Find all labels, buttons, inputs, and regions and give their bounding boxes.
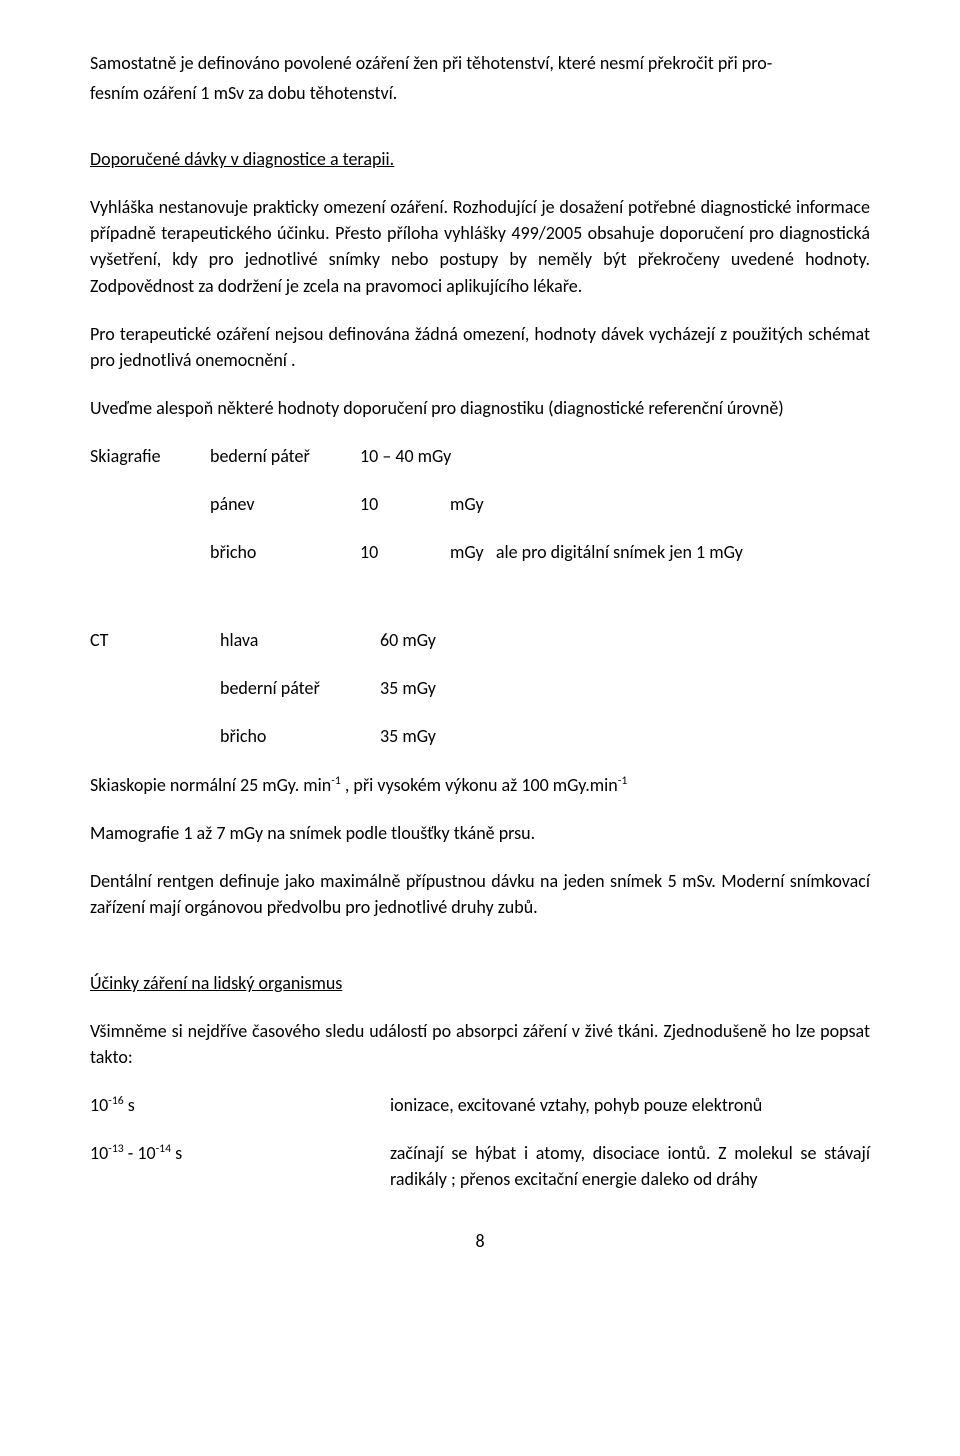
paragraph-5: Všimněme si nejdříve časového sledu udál…: [90, 1018, 870, 1070]
skiagrafie-site-1: bederní páteř: [210, 443, 360, 469]
skiagrafie-val-2: 10: [360, 491, 450, 517]
heading-effects: Účinky záření na lidský organismus: [90, 970, 870, 996]
ct-site-3: břicho: [220, 723, 380, 749]
paragraph-2: Vyhláška nestanovuje prakticky omezení o…: [90, 194, 870, 298]
skiaskopie-line: Skiaskopie normální 25 mGy. min-1 , při …: [90, 772, 870, 798]
heading-recommended-doses: Doporučené dávky v diagnostice a terapii…: [90, 146, 870, 172]
time-1-desc: ionizace, excitované vztahy, pohyb pouze…: [390, 1092, 870, 1118]
paragraph-1a: Samostatně je definováno povolené ozářen…: [90, 50, 870, 76]
skiagrafie-val-3: 10: [360, 539, 450, 565]
ct-label: CT: [90, 627, 220, 653]
ct-row-3: břicho 35 mGy: [90, 723, 870, 749]
page-number: 8: [90, 1228, 870, 1254]
ct-val-3: 35 mGy: [380, 723, 870, 749]
skiagrafie-unit-2: mGy: [450, 491, 870, 517]
skiagrafie-site-3: břicho: [210, 539, 360, 565]
ct-site-1: hlava: [220, 627, 380, 653]
skiagrafie-note-3: mGy ale pro digitální snímek jen 1 mGy: [450, 539, 870, 565]
skiagrafie-row-3: břicho 10 mGy ale pro digitální snímek j…: [90, 539, 870, 565]
skiagrafie-row-2: pánev 10 mGy: [90, 491, 870, 517]
time-1-label: 10-16 s: [90, 1092, 390, 1118]
time-2-label: 10-13 - 10-14 s: [90, 1140, 390, 1192]
mamografie-line: Mamografie 1 až 7 mGy na snímek podle tl…: [90, 820, 870, 846]
ct-row-2: bederní páteř 35 mGy: [90, 675, 870, 701]
time-row-1: 10-16 s ionizace, excitované vztahy, poh…: [90, 1092, 870, 1118]
time-2-desc: začínají se hýbat i atomy, disociace ion…: [390, 1140, 870, 1192]
skiagrafie-site-2: pánev: [210, 491, 360, 517]
dental-line: Dentální rentgen definuje jako maximálně…: [90, 868, 870, 920]
paragraph-4: Uveďme alespoň některé hodnoty doporučen…: [90, 395, 870, 421]
skiagrafie-label: Skiagrafie: [90, 443, 210, 469]
skiagrafie-row-1: Skiagrafie bederní páteř 10 – 40 mGy: [90, 443, 870, 469]
skiagrafie-val-1: 10 – 40 mGy: [360, 443, 870, 469]
ct-row-1: CT hlava 60 mGy: [90, 627, 870, 653]
ct-val-1: 60 mGy: [380, 627, 870, 653]
time-row-2: 10-13 - 10-14 s začínají se hýbat i atom…: [90, 1140, 870, 1192]
paragraph-1b: fesním ozáření 1 mSv za dobu těhotenství…: [90, 80, 870, 106]
paragraph-3: Pro terapeutické ozáření nejsou definová…: [90, 321, 870, 373]
ct-site-2: bederní páteř: [220, 675, 380, 701]
ct-val-2: 35 mGy: [380, 675, 870, 701]
